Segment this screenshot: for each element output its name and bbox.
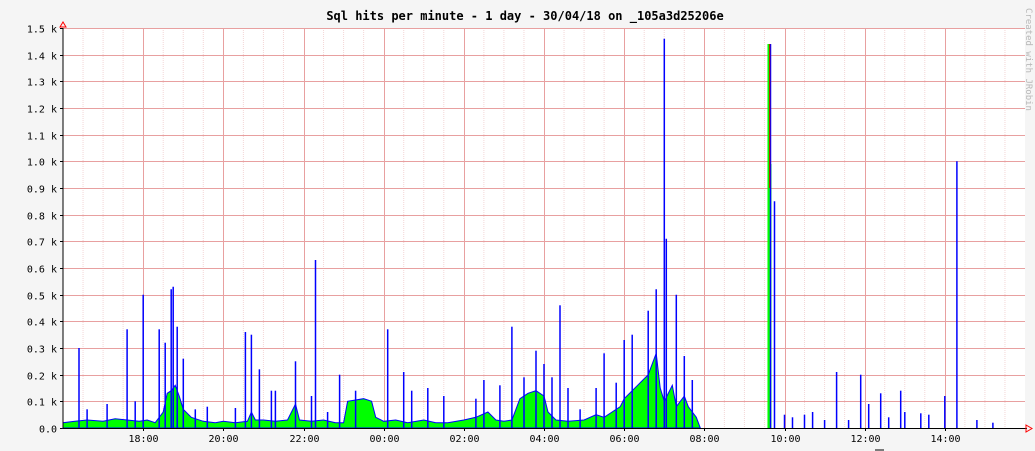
y-tick-label: 0.4 k — [27, 318, 57, 329]
y-tick-label: 0.8 k — [27, 212, 57, 223]
x-tick-label: 12:00 — [850, 434, 880, 445]
chart-title: Sql hits per minute - 1 day - 30/04/18 o… — [326, 9, 723, 24]
y-tick-label: 1.0 k — [27, 158, 57, 169]
plot-area: 0.0 0.1 k 0.2 k 0.3 k 0.4 k 0.5 k 0.6 k 0.7 k 0.… — [27, 21, 1033, 451]
y-tick-label: 0.5 k — [27, 292, 57, 303]
mean-spike-bar — [767, 44, 770, 428]
y-tick-label: 1.1 k — [27, 132, 57, 143]
x-tick-label: 20:00 — [208, 434, 238, 445]
y-tick-label: 0.3 k — [27, 345, 57, 356]
y-tick-label: 1.3 k — [27, 78, 57, 89]
x-tick-label: 08:00 — [689, 434, 719, 445]
y-tick-label: 1.5 k — [27, 25, 57, 36]
x-tick-label: 06:00 — [609, 434, 639, 445]
y-tick-label: 0.1 k — [27, 398, 57, 409]
y-tick-label: 0.0 — [39, 425, 57, 436]
x-tick-label: 18:00 — [128, 434, 158, 445]
x-tick-label: 04:00 — [529, 434, 559, 445]
y-tick-label: 0.6 k — [27, 265, 57, 276]
y-tick-label: 1.2 k — [27, 105, 57, 116]
x-tick-label: 10:00 — [770, 434, 800, 445]
x-tick-label: 14:00 — [930, 434, 960, 445]
y-tick-label: 0.2 k — [27, 372, 57, 383]
x-axis-arrow — [1025, 424, 1033, 433]
y-axis-arrow — [59, 21, 67, 28]
y-tick-label: 0.7 k — [27, 238, 57, 249]
y-tick-label: 1.4 k — [27, 52, 57, 63]
y-tick-label: 0.9 k — [27, 185, 57, 196]
jrobin-watermark: Created with JRobin — [1023, 8, 1033, 111]
x-tick-label: 02:00 — [449, 434, 479, 445]
x-tick-label: 00:00 — [369, 434, 399, 445]
x-tick-label: 22:00 — [289, 434, 319, 445]
